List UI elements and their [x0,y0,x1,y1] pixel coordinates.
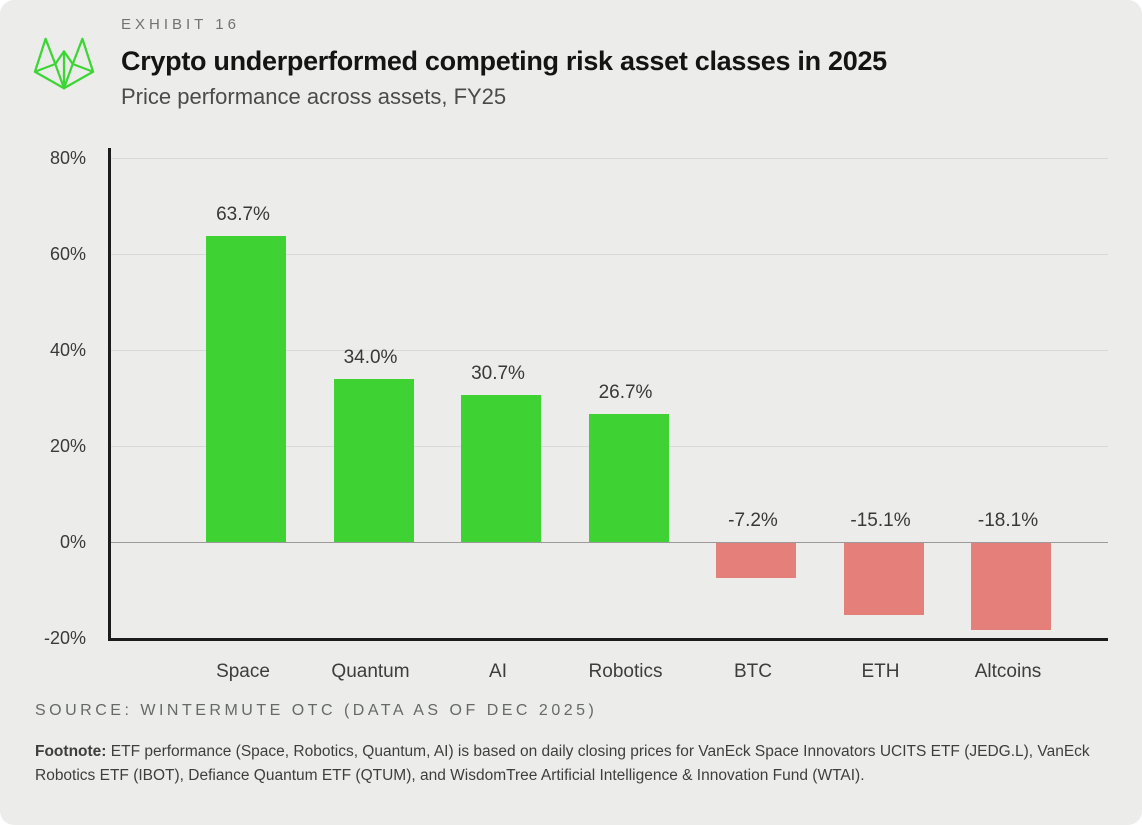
gridline [111,254,1108,255]
bar-value-label: -18.1% [977,510,1039,531]
x-category-label: Space [216,661,270,682]
x-category-label: AI [489,661,507,682]
bar-space [206,236,286,542]
footnote-text: ETF performance (Space, Robotics, Quantu… [35,743,1090,784]
bar-robotics [588,413,669,542]
y-tick-label: 20% [49,436,86,456]
bar-chart-plot-area [108,148,1108,641]
y-tick-label: 40% [49,340,86,360]
chart-subtitle: Price performance across assets, FY25 [121,84,507,109]
gridline [111,158,1108,159]
footnote: Footnote: ETF performance (Space, Roboti… [35,740,1113,788]
y-tick-label: -20% [43,628,86,648]
wintermute-logo-icon [33,37,95,90]
y-tick-label: 60% [49,244,86,264]
bar-value-label: -15.1% [850,510,911,531]
x-category-label: BTC [734,661,772,682]
y-tick-label: 0% [59,532,86,552]
exhibit-label: EXHIBIT 16 [121,16,240,33]
bar-btc [716,543,796,578]
y-tick-label: 80% [49,148,86,168]
bar-quantum [333,378,414,542]
x-category-label: Quantum [331,661,410,682]
bar-eth [843,543,924,616]
x-category-label: ETH [861,661,900,682]
bar-value-label: 30.7% [471,362,525,384]
bar-ai [461,394,541,542]
zero-gridline [111,542,1108,543]
footnote-label: Footnote: [35,743,111,760]
source-line: SOURCE: WINTERMUTE OTC (DATA AS OF DEC 2… [35,702,598,719]
bar-value-label: 34.0% [343,346,398,368]
x-category-label: Altcoins [974,661,1042,682]
page-title: Crypto underperformed competing risk ass… [121,46,887,76]
bar-value-label: -7.2% [728,510,778,531]
gridline [111,350,1108,351]
bar-value-label: 26.7% [598,381,653,403]
bar-altcoins [971,543,1051,630]
x-category-label: Robotics [588,661,663,682]
bar-value-label: 63.7% [216,204,270,226]
